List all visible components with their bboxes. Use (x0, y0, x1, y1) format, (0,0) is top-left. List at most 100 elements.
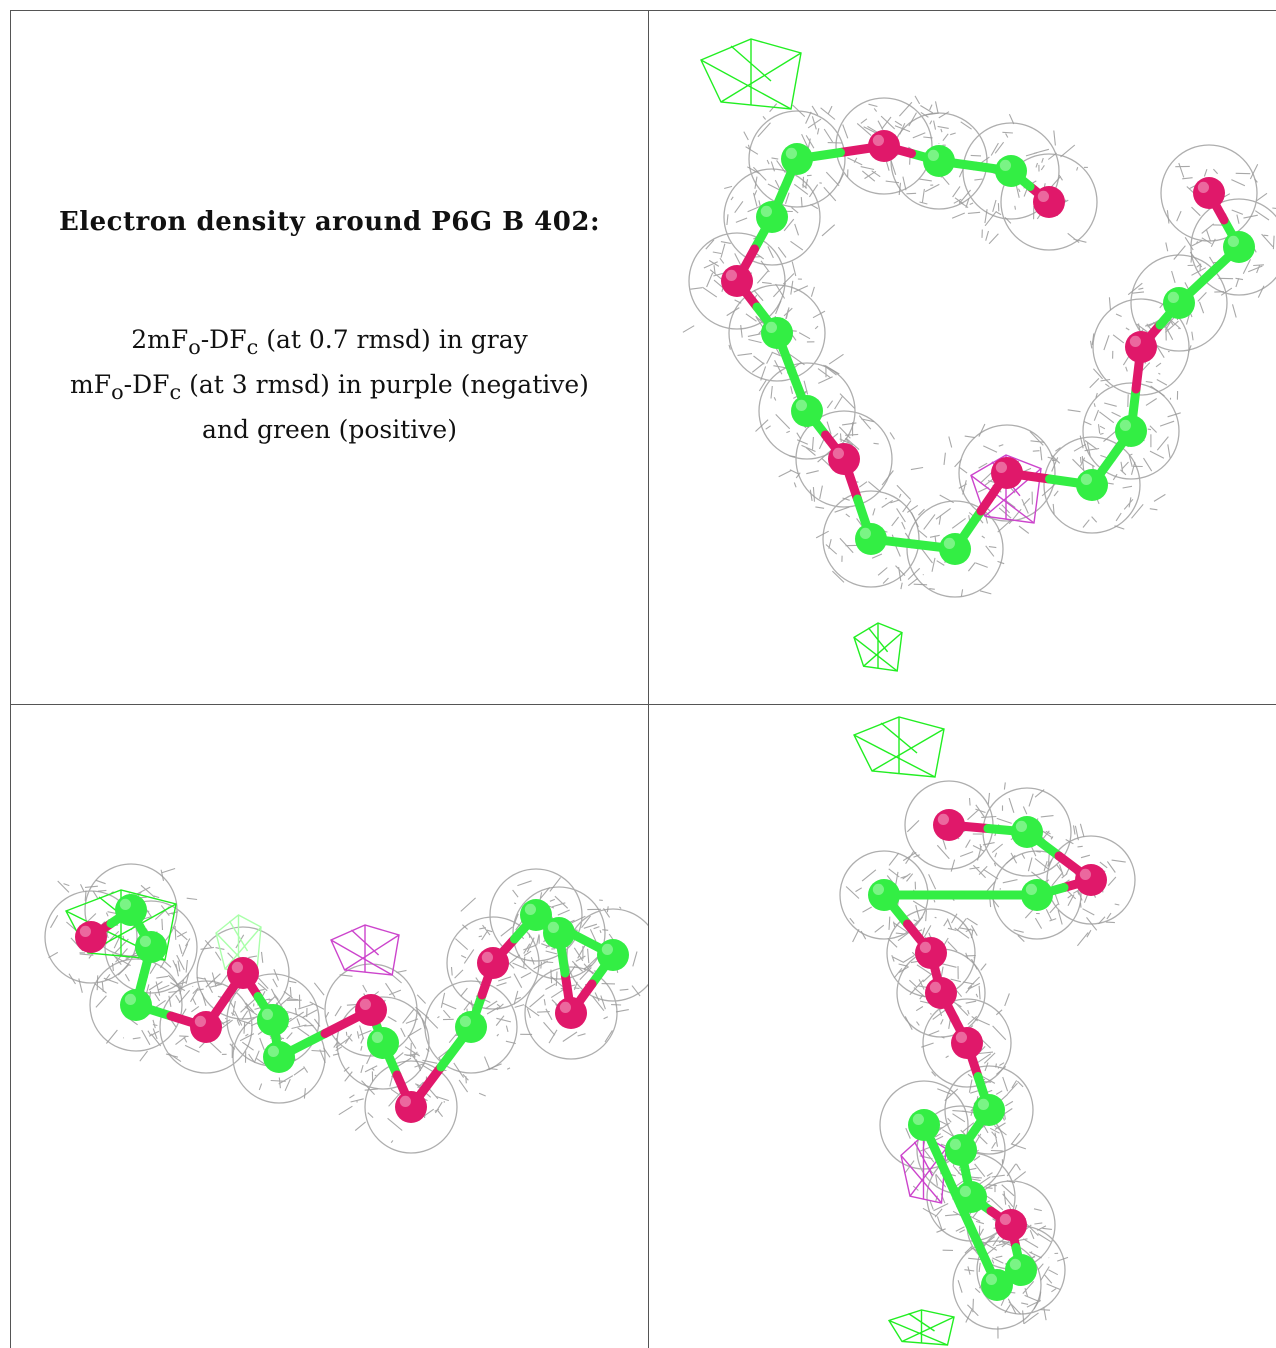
atom-highlight (399, 1095, 411, 1107)
atom-highlight (832, 447, 844, 459)
atom-highlight (1079, 868, 1091, 880)
atom-highlight (949, 1138, 961, 1150)
bonds (879, 820, 1096, 1290)
carbon-atom (455, 1011, 487, 1043)
oxygen-atom (395, 1091, 427, 1123)
positive-difference-blob (853, 716, 945, 778)
carbon-atom (367, 1027, 399, 1059)
atom-highlight (139, 935, 151, 947)
oxygen-atom (1033, 186, 1065, 218)
oxygen-atom (477, 947, 509, 979)
atom-highlight (912, 1113, 924, 1125)
atom-highlight (1197, 181, 1209, 193)
carbon-atom (761, 317, 793, 349)
atom-highlight (929, 981, 941, 993)
caption-title: Electron density around P6G B 402: (58, 207, 601, 237)
density-view-bottom-right (649, 705, 1276, 1348)
atom-highlight (79, 925, 91, 937)
carbon-atom (923, 145, 955, 177)
atom-highlight (943, 537, 955, 550)
table-divider-horizontal (10, 704, 1276, 705)
oxygen-atom (75, 921, 107, 953)
atom-highlight (999, 159, 1011, 171)
legend-line-fofc: mFo-DFc (at 3 rmsd) in purple (negative) (70, 370, 589, 404)
carbon-atom (955, 1181, 987, 1213)
atom-highlight (231, 961, 243, 973)
atom-highlight (795, 399, 807, 411)
atom-highlight (872, 134, 884, 146)
carbon-atom (995, 155, 1027, 187)
atom-highlight (359, 998, 371, 1010)
atom-highlight (1167, 291, 1179, 303)
atom-highlight (919, 941, 931, 953)
atom-highlight (267, 1045, 279, 1057)
oxygen-atom (991, 457, 1023, 489)
table-border-top (10, 10, 1276, 11)
mesh-envelope (839, 780, 1136, 1330)
oxygen-atom (828, 443, 860, 475)
positive-difference-blob (700, 38, 802, 110)
atom-highlight (977, 1098, 989, 1110)
atom-highlight (725, 269, 737, 281)
positive-difference-blob (887, 1309, 955, 1346)
oxygen-atom (227, 957, 259, 989)
carbon-atom (939, 533, 971, 565)
atom-highlight (371, 1031, 383, 1043)
atom-highlight (1227, 235, 1239, 247)
atom-highlight (872, 883, 884, 895)
carbon-atom (1021, 879, 1053, 911)
negative-difference-blob (330, 924, 400, 976)
density-view-bottom-left (11, 705, 648, 1348)
carbon-atom (1115, 415, 1147, 447)
atom-highlight (959, 1185, 971, 1197)
atom-highlight (785, 147, 797, 159)
oxygen-atom (1193, 177, 1225, 209)
carbon-atom (756, 201, 788, 233)
atom-highlight (1129, 335, 1141, 347)
oxygen-atom (868, 130, 900, 162)
atom-highlight (985, 1273, 997, 1285)
legend-line-positive: and green (positive) (202, 415, 457, 444)
atom-highlight (765, 321, 777, 333)
density-view-top-right (649, 11, 1276, 704)
atom-highlight (760, 205, 772, 217)
carbon-atom (981, 1269, 1013, 1301)
oxygen-atom (995, 1209, 1027, 1241)
density-render-top-right (682, 38, 1276, 672)
atom-highlight (937, 813, 949, 825)
carbon-atom (973, 1094, 1005, 1126)
carbon-atom (520, 899, 552, 931)
oxygen-atom (721, 265, 753, 297)
density-render-bottom-left (44, 863, 648, 1154)
positive-difference-blob (853, 622, 903, 672)
oxygen-atom (355, 994, 387, 1026)
atom-highlight (119, 898, 131, 910)
atom-highlight (547, 921, 560, 933)
atom-highlight (524, 903, 537, 915)
figure-table: Electron density around P6G B 402: 2mFo-… (10, 10, 1276, 1348)
density-render-bottom-right (839, 716, 1136, 1346)
oxygen-atom (915, 937, 947, 969)
atom-highlight (1015, 820, 1027, 832)
oxygen-atom (1125, 331, 1157, 363)
carbon-atom (135, 931, 167, 963)
table-divider-vertical (648, 10, 649, 1348)
carbon-atom (868, 879, 900, 911)
atom-highlight (995, 461, 1007, 473)
mesh-envelope (688, 97, 1276, 598)
carbon-atom (257, 1004, 289, 1036)
atom-highlight (601, 943, 614, 955)
oxygen-atom (925, 977, 957, 1009)
atom-highlight (927, 149, 939, 161)
oxygen-atom (933, 809, 965, 841)
carbon-atom (263, 1041, 295, 1073)
atom-highlight (955, 1031, 967, 1043)
carbon-atom (1076, 469, 1108, 501)
atom-highlight (1119, 419, 1131, 431)
caption-cell: Electron density around P6G B 402: 2mFo-… (11, 11, 648, 704)
carbon-atom (1011, 816, 1043, 848)
carbon-atom (1005, 1254, 1037, 1286)
oxygen-atom (555, 997, 587, 1029)
mesh-envelope (44, 863, 648, 1154)
carbon-atom (543, 917, 575, 949)
